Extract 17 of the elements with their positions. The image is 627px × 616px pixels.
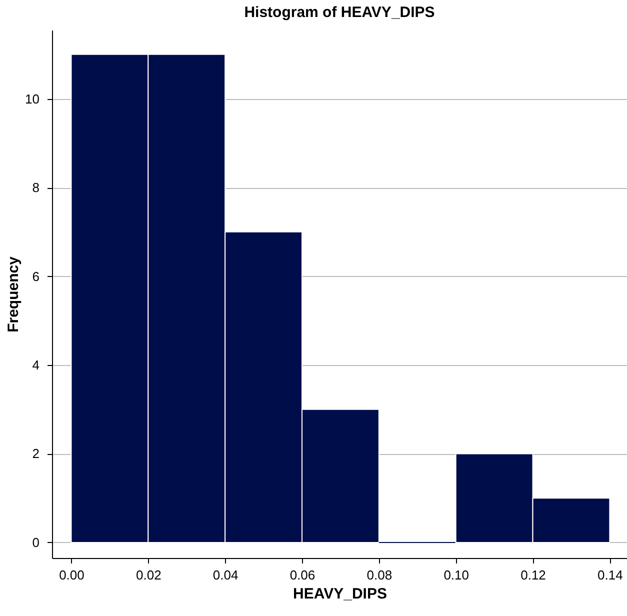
y-tick-label: 4 (32, 357, 40, 372)
y-tick-label: 8 (32, 180, 40, 196)
x-tick-label: 0.00 (59, 568, 84, 582)
x-tick-label: 0.02 (136, 568, 162, 582)
x-tick-label: 0.04 (212, 568, 238, 582)
y-tick-label: 0 (32, 534, 40, 550)
x-tick-label: 0.10 (444, 568, 469, 582)
x-tick-label: 0.12 (520, 568, 546, 582)
x-tick-label: 0.08 (366, 568, 392, 582)
x-axis-title: HEAVY_DIPS (293, 586, 387, 602)
y-tick-label: 2 (32, 446, 40, 462)
x-tick-label: 0.06 (290, 568, 316, 582)
chart-title: Histogram of HEAVY_DIPS (244, 4, 435, 21)
y-tick-label: 10 (25, 91, 40, 106)
y-tick-label: 6 (32, 268, 40, 284)
y-axis-title: Frequency (5, 256, 22, 332)
x-tick-label: 0.14 (598, 568, 623, 582)
